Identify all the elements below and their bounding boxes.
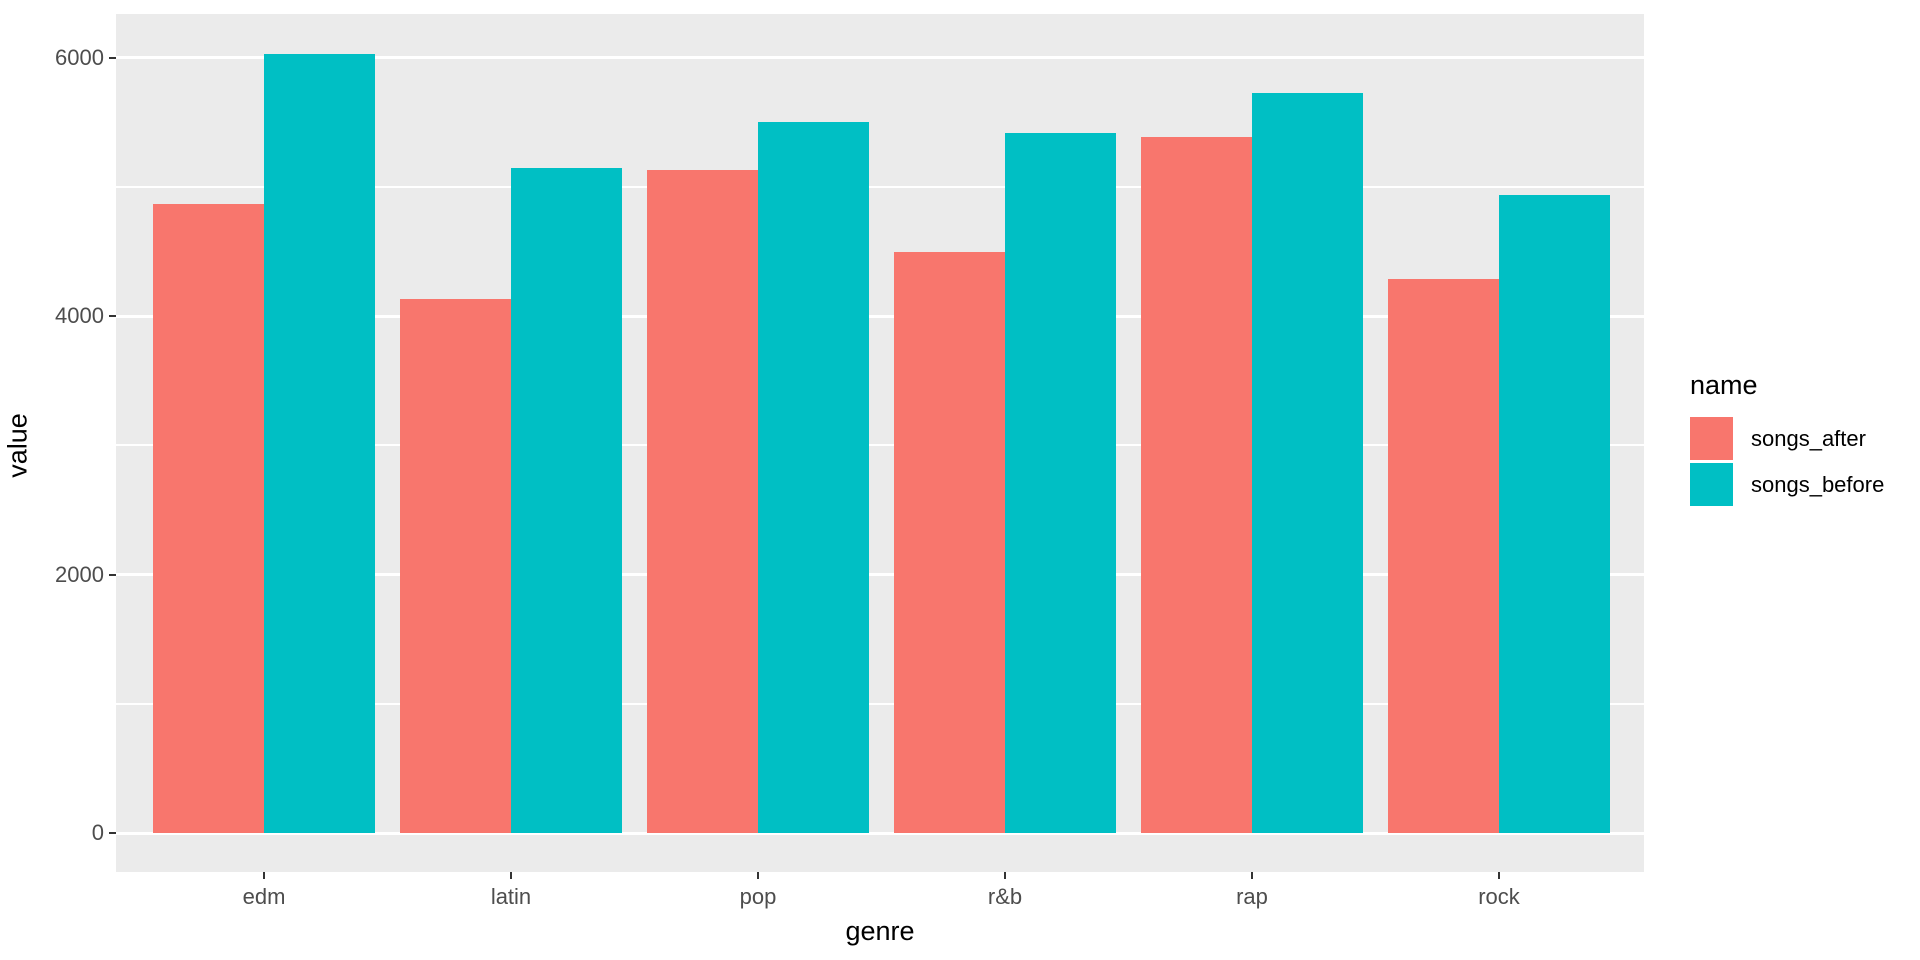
- bar-songs_before-rock: [1499, 194, 1610, 833]
- bar-songs_before-latin: [511, 167, 622, 833]
- gridline-major: [116, 314, 1644, 318]
- y-tick-label: 4000: [55, 303, 104, 329]
- bar-songs_after-edm: [153, 203, 264, 833]
- legend-entry-songs-before: songs_before: [1690, 463, 1884, 506]
- x-tick-label: latin: [490, 884, 532, 909]
- x-tick-mark: [757, 872, 759, 879]
- y-tick-mark: [109, 56, 116, 59]
- bar-songs_before-rap: [1252, 92, 1363, 833]
- legend-key-songs-before-swatch: [1690, 463, 1733, 506]
- plot-panel: [116, 14, 1644, 872]
- x-tick-mark: [1251, 872, 1253, 879]
- y-tick-mark: [109, 315, 116, 318]
- bar-songs_before-pop: [758, 122, 869, 833]
- bar-songs_before-r&b: [1005, 132, 1116, 833]
- y-tick-mark: [109, 832, 116, 834]
- legend-label-songs-before: songs_before: [1751, 471, 1885, 497]
- y-tick-mark: [109, 573, 116, 576]
- bar-songs_before-edm: [264, 53, 375, 833]
- legend: name songs_after songs_before: [1690, 370, 1884, 509]
- x-tick-label: rap: [1236, 884, 1268, 909]
- x-tick-label: r&b: [987, 884, 1023, 909]
- legend-entry-songs-after: songs_after: [1690, 417, 1884, 460]
- bar-songs_after-rap: [1141, 136, 1252, 833]
- y-tick-label: 2000: [55, 561, 104, 587]
- y-tick-label: 0: [91, 820, 104, 845]
- gridline-major: [116, 573, 1644, 577]
- bar-songs_after-r&b: [894, 251, 1005, 833]
- x-tick-mark: [1498, 872, 1500, 879]
- legend-label-songs-after: songs_after: [1751, 425, 1866, 451]
- x-tick-mark: [510, 872, 512, 879]
- y-axis-title: value: [2, 413, 33, 478]
- gridline-minor: [116, 702, 1644, 705]
- legend-title: name: [1690, 370, 1758, 400]
- x-tick-label: edm: [242, 884, 286, 909]
- gridline-minor: [116, 444, 1644, 447]
- bar-songs_after-rock: [1388, 278, 1499, 833]
- gridline-minor: [116, 186, 1644, 188]
- x-tick-mark: [263, 872, 265, 879]
- x-tick-label: rock: [1478, 884, 1520, 909]
- gridline-major: [116, 56, 1644, 60]
- gridline-major: [116, 831, 1644, 835]
- bar-songs_after-latin: [400, 299, 511, 833]
- x-tick-label: pop: [739, 884, 777, 909]
- x-axis-title: genre: [845, 916, 915, 946]
- legend-key-songs-after-swatch: [1690, 417, 1733, 460]
- x-tick-mark: [1004, 872, 1006, 879]
- bar-songs_after-pop: [647, 170, 758, 833]
- y-tick-label: 6000: [55, 44, 104, 70]
